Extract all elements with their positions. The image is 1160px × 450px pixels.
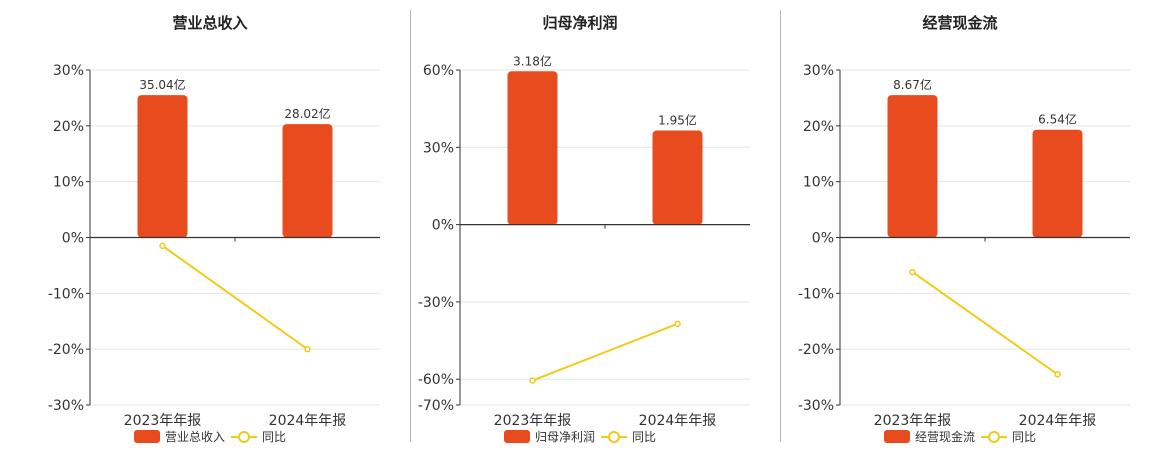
legend-bar-swatch: [133, 430, 160, 443]
y-tick-label: -60%: [418, 372, 454, 388]
x-category-label: 2023年年报: [124, 413, 202, 429]
yoy-point: [674, 320, 681, 328]
y-tick-label: 0%: [62, 231, 84, 247]
yoy-point: [1054, 371, 1061, 378]
bar: [282, 124, 333, 238]
y-tick-label: 30%: [423, 140, 454, 156]
yoy-point: [304, 345, 311, 353]
legend-bar-label: 营业总收入: [164, 430, 225, 444]
legend-line-swatch-icon: [981, 430, 1007, 443]
yoy-line: [532, 322, 678, 382]
legend-line-label: 同比: [262, 430, 287, 444]
y-tick-label: -20%: [48, 342, 84, 358]
chart-title: 归母净利润: [542, 14, 618, 32]
y-tick-label: -10%: [48, 286, 84, 302]
bar: [507, 71, 558, 225]
x-category-label: 2024年年报: [639, 413, 717, 429]
y-tick-label: -30%: [418, 295, 454, 311]
legend-bar-label: 归母净利润: [534, 430, 595, 444]
bar: [652, 130, 703, 225]
bar: [137, 95, 188, 238]
y-tick-label: -30%: [48, 398, 84, 414]
legend-line-label: 同比: [632, 430, 657, 444]
bar-data-label: 3.18亿: [513, 53, 552, 68]
bar-data-label: 8.67亿: [893, 77, 932, 92]
legend: 营业总收入 同比: [30, 428, 390, 445]
chart-title: 经营现金流: [922, 14, 998, 32]
y-tick-label: 0%: [432, 218, 454, 234]
yoy-point: [529, 377, 536, 384]
chart-title: 营业总收入: [172, 14, 248, 32]
legend-line-swatch-icon: [601, 430, 627, 443]
y-tick-label: -20%: [798, 342, 834, 358]
bar: [1032, 129, 1083, 238]
net-profit-chart-panel: 归母净利润 60% 30% 0% -30% -60% -70% 3.18亿 1.95亿 2023…: [400, 0, 760, 450]
y-tick-label: -10%: [798, 286, 834, 302]
x-category-label: 2023年年报: [494, 413, 572, 429]
y-tick-label: 30%: [803, 63, 834, 79]
bar-data-label: 28.02亿: [284, 106, 330, 121]
yoy-point: [159, 242, 166, 250]
y-tick-label: 20%: [803, 119, 834, 135]
chart-svg: 30% 20% 10% 0% -10% -20% -30% 8.67亿 6.54亿 2023年年报…: [798, 63, 1130, 429]
x-category-label: 2023年年报: [874, 413, 952, 429]
cash-flow-chart-panel: 经营现金流 30% 20% 10% 0% -10% -20% -30% 8.67亿 6.54亿 2…: [780, 0, 1140, 450]
legend: 归母净利润 同比: [400, 428, 760, 445]
y-tick-label: -70%: [418, 398, 454, 414]
legend-bar-label: 经营现金流: [914, 430, 975, 444]
bar-data-label: 1.95亿: [658, 113, 697, 128]
bar-data-label: 6.54亿: [1038, 112, 1077, 127]
x-category-label: 2024年年报: [269, 413, 347, 429]
bar: [887, 95, 938, 238]
yoy-line: [911, 271, 1059, 376]
y-tick-label: 10%: [803, 175, 834, 191]
yoy-line: [161, 245, 309, 350]
y-tick-label: -30%: [798, 398, 834, 414]
y-tick-label: 30%: [53, 63, 84, 79]
chart-svg: 60% 30% 0% -30% -60% -70% 3.18亿 1.95亿 2023年年报 202…: [418, 53, 750, 429]
panel-divider: [780, 10, 781, 442]
legend-line-swatch-icon: [231, 430, 257, 443]
legend-bar-swatch: [503, 430, 530, 443]
y-tick-label: 0%: [812, 231, 834, 247]
legend-line-label: 同比: [1012, 430, 1037, 444]
panel-divider: [410, 10, 411, 442]
chart-svg: 30% 20% 10% 0% -10% -20% -30% 35.04亿 28.02亿 2023年…: [48, 63, 380, 429]
yoy-point: [909, 268, 916, 276]
bar-data-label: 35.04亿: [139, 77, 185, 92]
legend-bar-swatch: [883, 430, 910, 443]
y-tick-label: 10%: [53, 175, 84, 191]
y-tick-label: 60%: [423, 63, 454, 79]
legend: 经营现金流 同比: [780, 428, 1140, 445]
x-category-label: 2024年年报: [1019, 413, 1097, 429]
y-tick-label: 20%: [53, 119, 84, 135]
revenue-chart-panel: 营业总收入 30% 20% 10% 0% -10% -20% -30% 35.04亿 28.02…: [30, 0, 390, 450]
